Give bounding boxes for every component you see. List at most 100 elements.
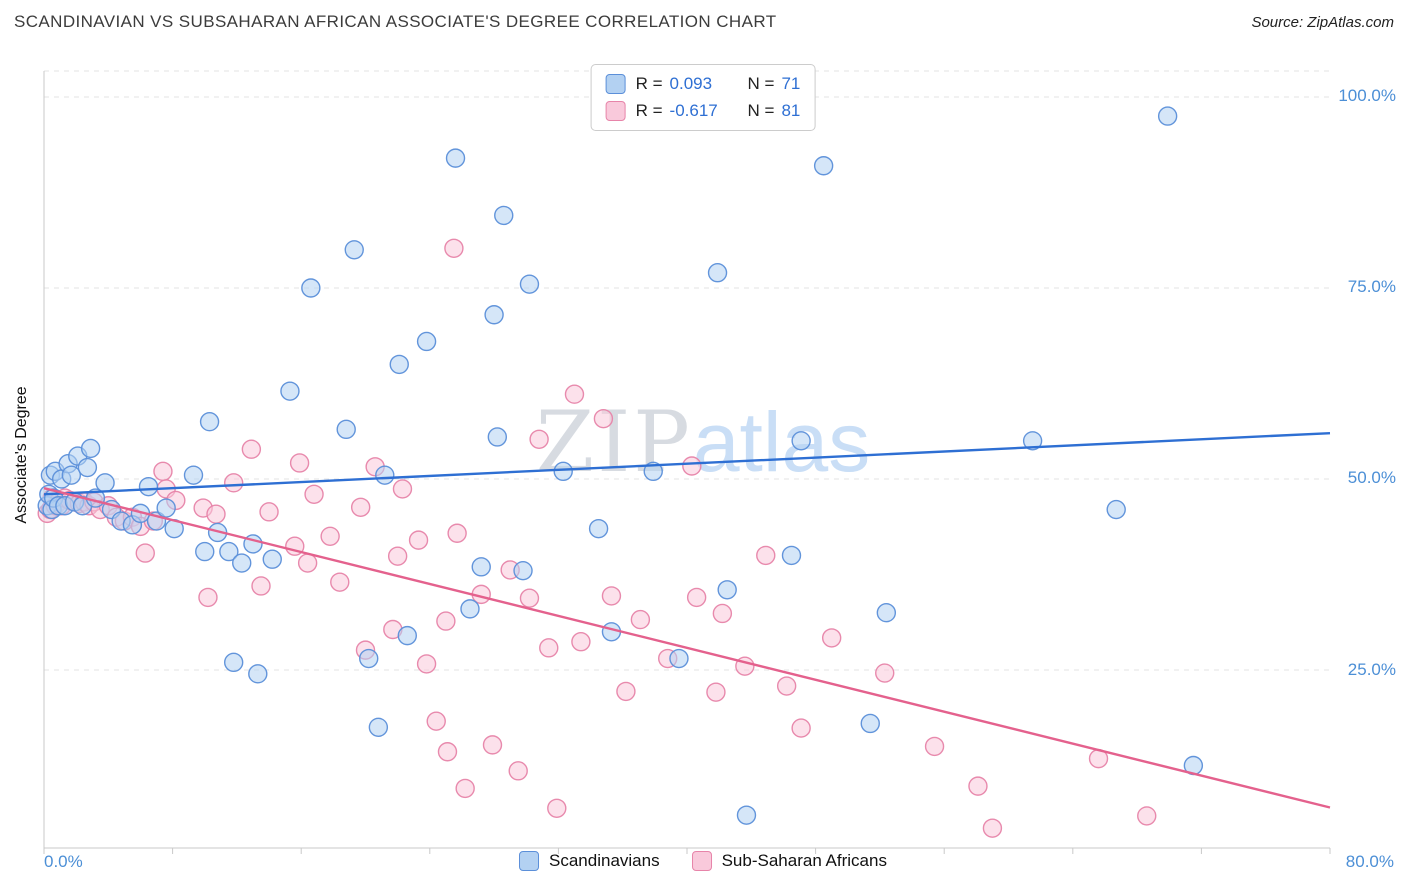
scatter-point-scandinavians <box>336 419 356 440</box>
scatter-point-sub-saharan-africans <box>571 632 591 652</box>
scatter-point-sub-saharan-africans <box>259 502 279 522</box>
scatter-point-scandinavians <box>301 278 321 298</box>
scandinavians-swatch <box>605 74 626 94</box>
n-label: N = <box>747 74 775 93</box>
x-max-label: 80.0% <box>1345 852 1394 871</box>
scatter-point-sub-saharan-africans <box>508 761 528 781</box>
scatter-point-sub-saharan-africans <box>206 504 226 524</box>
scatter-point-scandinavians <box>736 805 757 825</box>
page-title: SCANDINAVIAN VS SUBSAHARAN AFRICAN ASSOC… <box>14 12 777 31</box>
scatter-point-sub-saharan-africans <box>455 778 475 799</box>
scatter-point-sub-saharan-africans <box>350 497 371 517</box>
scatter-point-sub-saharan-africans <box>251 576 271 596</box>
scatter-point-scandinavians <box>80 438 101 459</box>
scatter-point-scandinavians <box>195 541 215 562</box>
scatter-point-scandinavians <box>669 648 689 669</box>
scatter-point-sub-saharan-africans <box>198 587 218 608</box>
scatter-point-scandinavians <box>95 473 115 493</box>
scatter-point-sub-saharan-africans <box>320 526 340 546</box>
scatter-point-sub-saharan-africans <box>686 587 707 608</box>
scatter-point-sub-saharan-africans <box>601 586 622 606</box>
scatter-point-sub-saharan-africans <box>392 479 413 499</box>
scatter-point-sub-saharan-africans <box>297 553 318 573</box>
scatter-point-sub-saharan-africans <box>1137 806 1157 826</box>
scatter-point-scandinavians <box>156 498 176 518</box>
scatter-point-scandinavians <box>280 381 300 401</box>
r-value: -0.617 <box>669 101 718 120</box>
scatter-point-scandinavians <box>494 205 514 226</box>
scatter-point-sub-saharan-africans <box>539 638 559 658</box>
scatter-point-sub-saharan-africans <box>482 735 503 755</box>
scatter-point-scandinavians <box>588 518 609 539</box>
r-value: 0.093 <box>669 74 713 93</box>
scatter-point-scandinavians <box>368 717 389 737</box>
r-label: R = <box>635 101 663 120</box>
scatter-point-sub-saharan-africans <box>547 798 567 818</box>
trend-line-sub-saharan-africans <box>43 487 1331 809</box>
scatter-point-scandinavians <box>1157 106 1178 126</box>
legend-row-scandinavians: R = 0.093 N = 71 <box>605 74 800 94</box>
scatter-point-scandinavians <box>860 713 880 734</box>
scatter-point-scandinavians <box>199 412 220 432</box>
scatter-point-sub-saharan-africans <box>630 609 651 630</box>
scatter-point-sub-saharan-africans <box>153 461 173 482</box>
scatter-point-sub-saharan-africans <box>821 628 842 648</box>
scatter-point-scandinavians <box>471 557 491 577</box>
scatter-point-scandinavians <box>643 461 663 482</box>
scatter-point-scandinavians <box>445 148 466 168</box>
sub-saharan-africans-swatch <box>605 101 626 121</box>
scatter-point-scandinavians <box>513 560 533 581</box>
sub-saharan-africans-swatch <box>691 851 712 871</box>
scatter-point-scandinavians <box>553 461 573 482</box>
scatter-point-sub-saharan-africans <box>776 676 797 696</box>
source-label: Source: ZipAtlas.com <box>1251 14 1394 31</box>
y-tick-label-50: 50.0% <box>1347 468 1396 487</box>
scatter-point-sub-saharan-africans <box>223 473 244 493</box>
scatter-point-sub-saharan-africans <box>875 663 895 683</box>
scatter-point-scandinavians <box>248 664 268 684</box>
scatter-point-scandinavians <box>813 156 834 176</box>
scatter-point-sub-saharan-africans <box>304 484 324 504</box>
scatter-point-sub-saharan-africans <box>682 456 702 476</box>
scatter-point-sub-saharan-africans <box>135 543 155 563</box>
scatter-point-sub-saharan-africans <box>437 742 458 762</box>
scatter-point-scandinavians <box>61 465 82 485</box>
y-tick-label-75: 75.0% <box>1347 277 1396 296</box>
legend-row-sub-saharan-africans: R = -0.617 N = 81 <box>605 101 801 121</box>
scatter-point-scandinavians <box>219 541 239 562</box>
scatter-point-sub-saharan-africans <box>791 718 811 738</box>
scatter-point-scandinavians <box>707 263 728 283</box>
scatter-point-scandinavians <box>397 625 417 646</box>
scandinavians-swatch <box>519 851 540 871</box>
scatter-point-sub-saharan-africans <box>756 545 776 566</box>
legend-label: Scandinavians <box>549 851 660 870</box>
y-tick-label-100: 100.0% <box>1338 86 1396 105</box>
scatter-point-scandinavians <box>876 603 897 623</box>
scatter-point-sub-saharan-africans <box>706 682 726 702</box>
y-axis-label: Associate's Degree <box>13 386 30 524</box>
legend-item-sub-saharan-africans: Sub-Saharan Africans <box>691 851 887 871</box>
legend-label: Sub-Saharan Africans <box>721 851 887 870</box>
scatter-point-sub-saharan-africans <box>447 523 467 543</box>
scatter-point-scandinavians <box>262 549 282 569</box>
legend-item-scandinavians: Scandinavians <box>519 851 660 871</box>
scatter-point-scandinavians <box>77 457 98 478</box>
scatter-point-scandinavians <box>389 354 409 375</box>
correlation-legend: R = 0.093 N = 71 R = -0.617 N = 81 <box>590 64 816 131</box>
scatter-point-scandinavians <box>183 465 204 485</box>
scatter-point-scandinavians <box>484 305 504 325</box>
scatter-point-scandinavians <box>717 580 737 600</box>
scatter-point-sub-saharan-africans <box>712 603 733 624</box>
y-tick-label-25: 25.0% <box>1347 660 1396 679</box>
scatter-point-scandinavians <box>359 648 379 669</box>
scatter-point-sub-saharan-africans <box>241 439 262 459</box>
n-value: 81 <box>781 101 801 120</box>
scatter-point-sub-saharan-africans <box>924 736 945 757</box>
bottom-legend: Scandinavians Sub-Saharan Africans <box>519 851 887 871</box>
scatter-point-scandinavians <box>223 652 244 673</box>
scatter-point-sub-saharan-africans <box>416 654 437 674</box>
scatter-point-scandinavians <box>519 274 540 294</box>
scatter-point-sub-saharan-africans <box>408 530 429 550</box>
scatter-point-scandinavians <box>344 240 364 260</box>
scatter-point-scandinavians <box>1022 431 1043 451</box>
